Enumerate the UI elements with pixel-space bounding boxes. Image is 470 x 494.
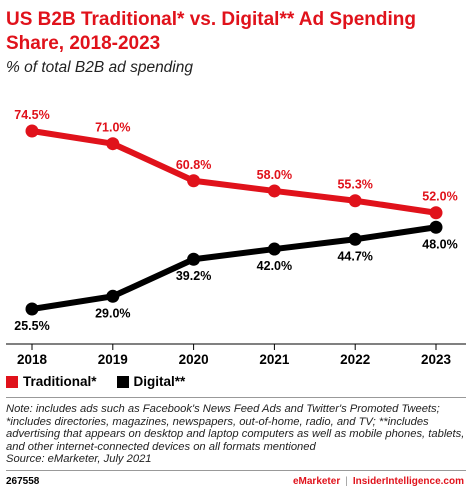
data-label-digital: 42.0%	[257, 259, 292, 273]
x-tick-label: 2021	[259, 352, 290, 367]
data-label-digital: 29.0%	[95, 306, 130, 320]
chart-subtitle: % of total B2B ad spending	[6, 59, 193, 76]
data-point-digital	[267, 242, 281, 256]
notes-divider	[6, 397, 466, 398]
legend-item-traditional: Traditional*	[6, 374, 97, 389]
notes-text: Note: includes ads such as Facebook's Ne…	[6, 403, 465, 453]
data-point-traditional	[267, 184, 281, 198]
data-label-digital: 25.5%	[14, 319, 49, 333]
data-label-digital: 48.0%	[422, 237, 457, 251]
x-tick-label: 2020	[179, 352, 209, 367]
chart-title: US B2B Traditional* vs. Digital** Ad Spe…	[6, 9, 416, 54]
data-label-traditional: 52.0%	[422, 190, 457, 204]
series-line-traditional	[29, 128, 439, 216]
source-text: Source: eMarketer, July 2021	[6, 453, 152, 466]
brand-insiderintelligence[interactable]: InsiderIntelligence.com	[352, 476, 464, 487]
x-tick-label: 2023	[421, 352, 452, 367]
data-label-traditional: 58.0%	[257, 168, 292, 182]
data-point-traditional	[25, 124, 39, 138]
legend-item-digital: Digital**	[116, 374, 186, 389]
x-tick-label: 2019	[98, 352, 128, 367]
legend-swatch-traditional	[6, 375, 18, 388]
data-point-digital	[429, 220, 443, 234]
data-label-traditional: 71.0%	[95, 121, 130, 135]
series-group: 74.5% 71.0% 60.8% 58.0% 55.3% 52.0% 25.5% 29.0%…	[14, 108, 457, 333]
data-label-traditional: 74.5%	[14, 108, 49, 122]
footer-divider	[6, 470, 466, 471]
data-point-digital	[348, 232, 362, 246]
data-label-digital: 44.7%	[337, 249, 372, 263]
data-point-digital	[106, 289, 120, 303]
series-line-digital	[29, 224, 439, 312]
line-chart: 2018 2019 2020 2021 2022 2023 74.5% 71.0% 60.8%…	[6, 108, 466, 367]
data-point-traditional	[187, 174, 201, 188]
notes: Note: includes ads such as Facebook's Ne…	[6, 403, 468, 466]
legend-swatch-digital	[116, 375, 129, 388]
x-axis-ticks: 2018 2019 2020 2021 2022 2023	[17, 344, 452, 367]
x-tick-label: 2022	[340, 352, 370, 367]
brand-divider: |	[345, 476, 348, 487]
x-tick-label: 2018	[17, 352, 48, 367]
data-label-traditional: 60.8%	[176, 158, 211, 172]
data-point-traditional	[106, 137, 120, 151]
data-point-digital	[187, 252, 201, 266]
legend: Traditional* Digital**	[6, 374, 205, 389]
data-point-traditional	[348, 194, 362, 208]
chart-id: 267558	[6, 476, 40, 487]
brand-emarketer[interactable]: eMarketer	[292, 476, 341, 487]
legend-label-digital: Digital**	[133, 374, 186, 389]
data-label-traditional: 55.3%	[337, 178, 372, 192]
legend-label-traditional: Traditional*	[23, 374, 97, 389]
data-point-digital	[25, 302, 39, 316]
brand: eMarketer | InsiderIntelligence.com	[293, 476, 464, 487]
data-label-digital: 39.2%	[176, 269, 211, 283]
data-point-traditional	[429, 206, 443, 220]
